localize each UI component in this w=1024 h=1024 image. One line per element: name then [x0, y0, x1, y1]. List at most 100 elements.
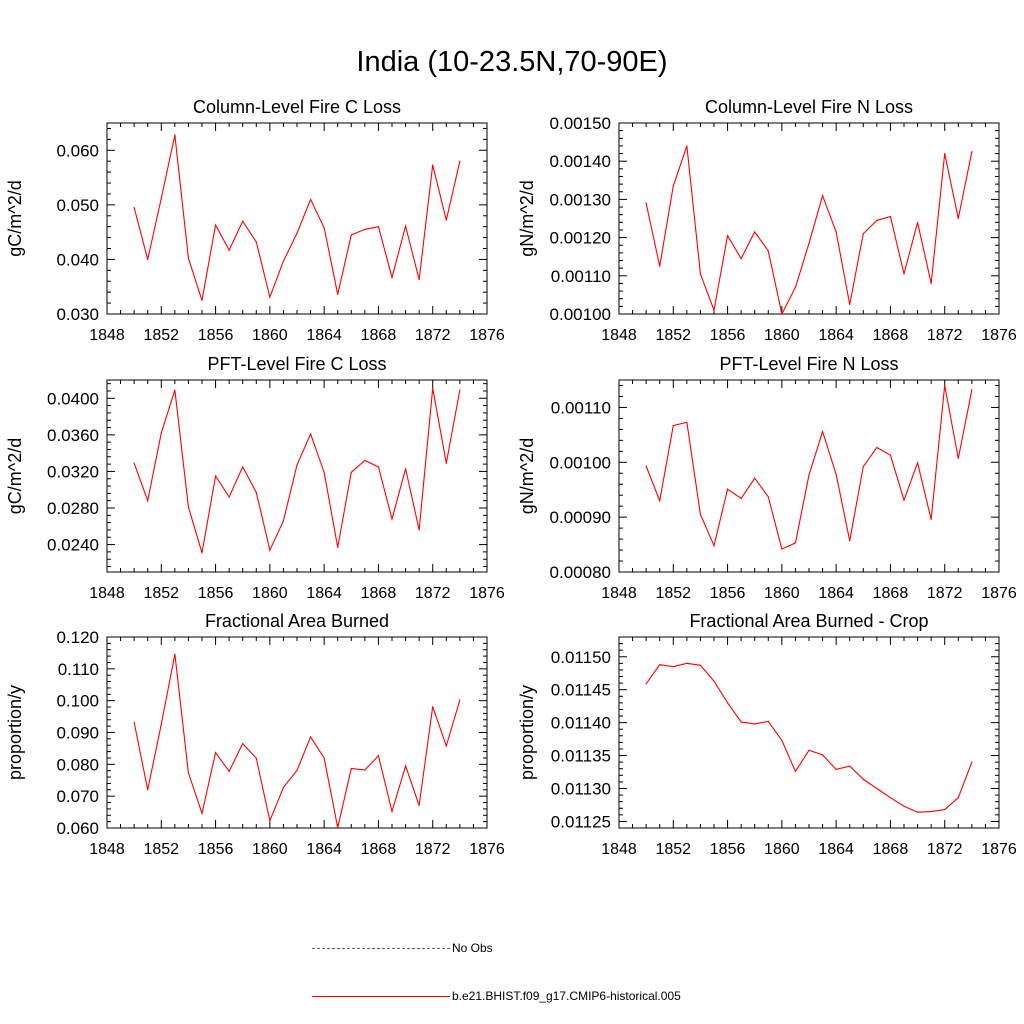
data-point [445, 462, 447, 464]
y-tick-label: 0.01135 [551, 747, 611, 766]
data-point [767, 250, 769, 252]
data-point [794, 770, 797, 772]
chart-title: PFT-Level Fire C Loss [207, 354, 386, 374]
plot-frame [106, 379, 488, 573]
data-point [282, 260, 285, 262]
y-tick-label: 0.01140 [551, 714, 611, 733]
y-tick-label: 0.01150 [551, 648, 611, 667]
x-tick-label: 1852 [655, 585, 691, 602]
data-point [903, 805, 905, 807]
x-tick-label: 1848 [601, 327, 637, 344]
data-point [377, 466, 380, 468]
data-point [147, 789, 149, 791]
data-point [971, 151, 973, 153]
data-point [201, 299, 203, 301]
data-point [659, 265, 661, 267]
data-point [255, 757, 257, 759]
data-point [957, 797, 959, 799]
data-point [821, 194, 824, 197]
chart-panel-1: Column-Level Fire C Loss gC/m^2/d 1848 1852… [5, 97, 505, 344]
data-point [187, 772, 190, 774]
x-tick-label: 1848 [89, 585, 125, 602]
data-point [916, 221, 919, 223]
data-point [699, 664, 702, 666]
x-tick-label: 1876 [981, 841, 1017, 858]
y-tick-label: 0.050 [56, 196, 99, 215]
data-point [862, 778, 864, 780]
data-point [699, 273, 702, 275]
y-tick-label: 0.00090 [550, 508, 611, 527]
data-point [821, 754, 824, 756]
data-point [337, 546, 339, 548]
y-tick-label: 0.090 [56, 724, 99, 743]
x-tick-label: 1868 [361, 327, 397, 344]
data-point [404, 225, 407, 227]
y-tick-label: 0.0240 [47, 536, 99, 555]
y-tick-label: 0.00150 [550, 114, 611, 133]
data-point [781, 548, 783, 550]
data-point [201, 812, 203, 814]
data-point [133, 206, 135, 209]
data-point [794, 542, 797, 544]
data-point [174, 389, 176, 391]
x-tick-label: 1864 [818, 841, 854, 858]
x-tick-label: 1848 [601, 585, 637, 602]
data-point [160, 197, 162, 199]
data-point [944, 152, 946, 155]
data-point [862, 233, 864, 235]
data-point [214, 475, 217, 477]
data-point [971, 761, 973, 763]
x-tick-label: 1864 [306, 327, 342, 344]
data-point [187, 506, 190, 508]
y-tick-label: 0.00130 [550, 190, 611, 209]
data-point [133, 721, 135, 723]
data-point [391, 518, 393, 520]
data-point [930, 810, 932, 813]
y-axis-label: proportion/y [5, 685, 25, 780]
series-line-1 [133, 388, 461, 553]
data-point [323, 471, 325, 473]
data-point [808, 242, 810, 244]
data-point [282, 520, 285, 522]
data-point [174, 134, 176, 136]
data-point [903, 273, 905, 275]
data-point [459, 389, 461, 391]
data-point [835, 473, 837, 475]
data-point [645, 202, 647, 204]
data-point [147, 258, 149, 261]
x-tick-label: 1860 [252, 585, 288, 602]
page-title: India (10-23.5N,70-90E) [356, 46, 668, 78]
plot-frame [106, 636, 488, 829]
data-point [445, 219, 447, 221]
data-point [971, 389, 973, 391]
data-point [726, 488, 729, 490]
x-tick-label: 1872 [927, 585, 963, 602]
data-point [282, 786, 285, 789]
data-point [916, 811, 919, 813]
data-point [808, 749, 810, 751]
x-tick-label: 1860 [764, 841, 800, 858]
data-point [835, 231, 837, 233]
data-point [713, 309, 715, 311]
data-point [808, 474, 810, 476]
data-point [876, 787, 878, 790]
y-axis-label: proportion/y [517, 685, 537, 780]
x-tick-label: 1848 [89, 327, 125, 344]
x-tick-label: 1852 [655, 841, 691, 858]
x-tick-label: 1868 [361, 841, 397, 858]
data-point [418, 804, 420, 806]
chart-title: Fractional Area Burned [205, 611, 389, 631]
data-point [821, 430, 824, 433]
data-point [364, 459, 366, 462]
data-point [147, 500, 149, 502]
data-point [957, 457, 959, 460]
y-tick-label: 0.00100 [550, 453, 611, 472]
data-point [350, 234, 352, 236]
data-point [242, 743, 244, 745]
data-point [445, 745, 447, 747]
y-tick-label: 0.080 [56, 755, 99, 774]
x-tick-label: 1856 [710, 327, 746, 344]
data-point [404, 468, 407, 470]
data-point [876, 219, 878, 222]
x-tick-label: 1852 [143, 585, 179, 602]
